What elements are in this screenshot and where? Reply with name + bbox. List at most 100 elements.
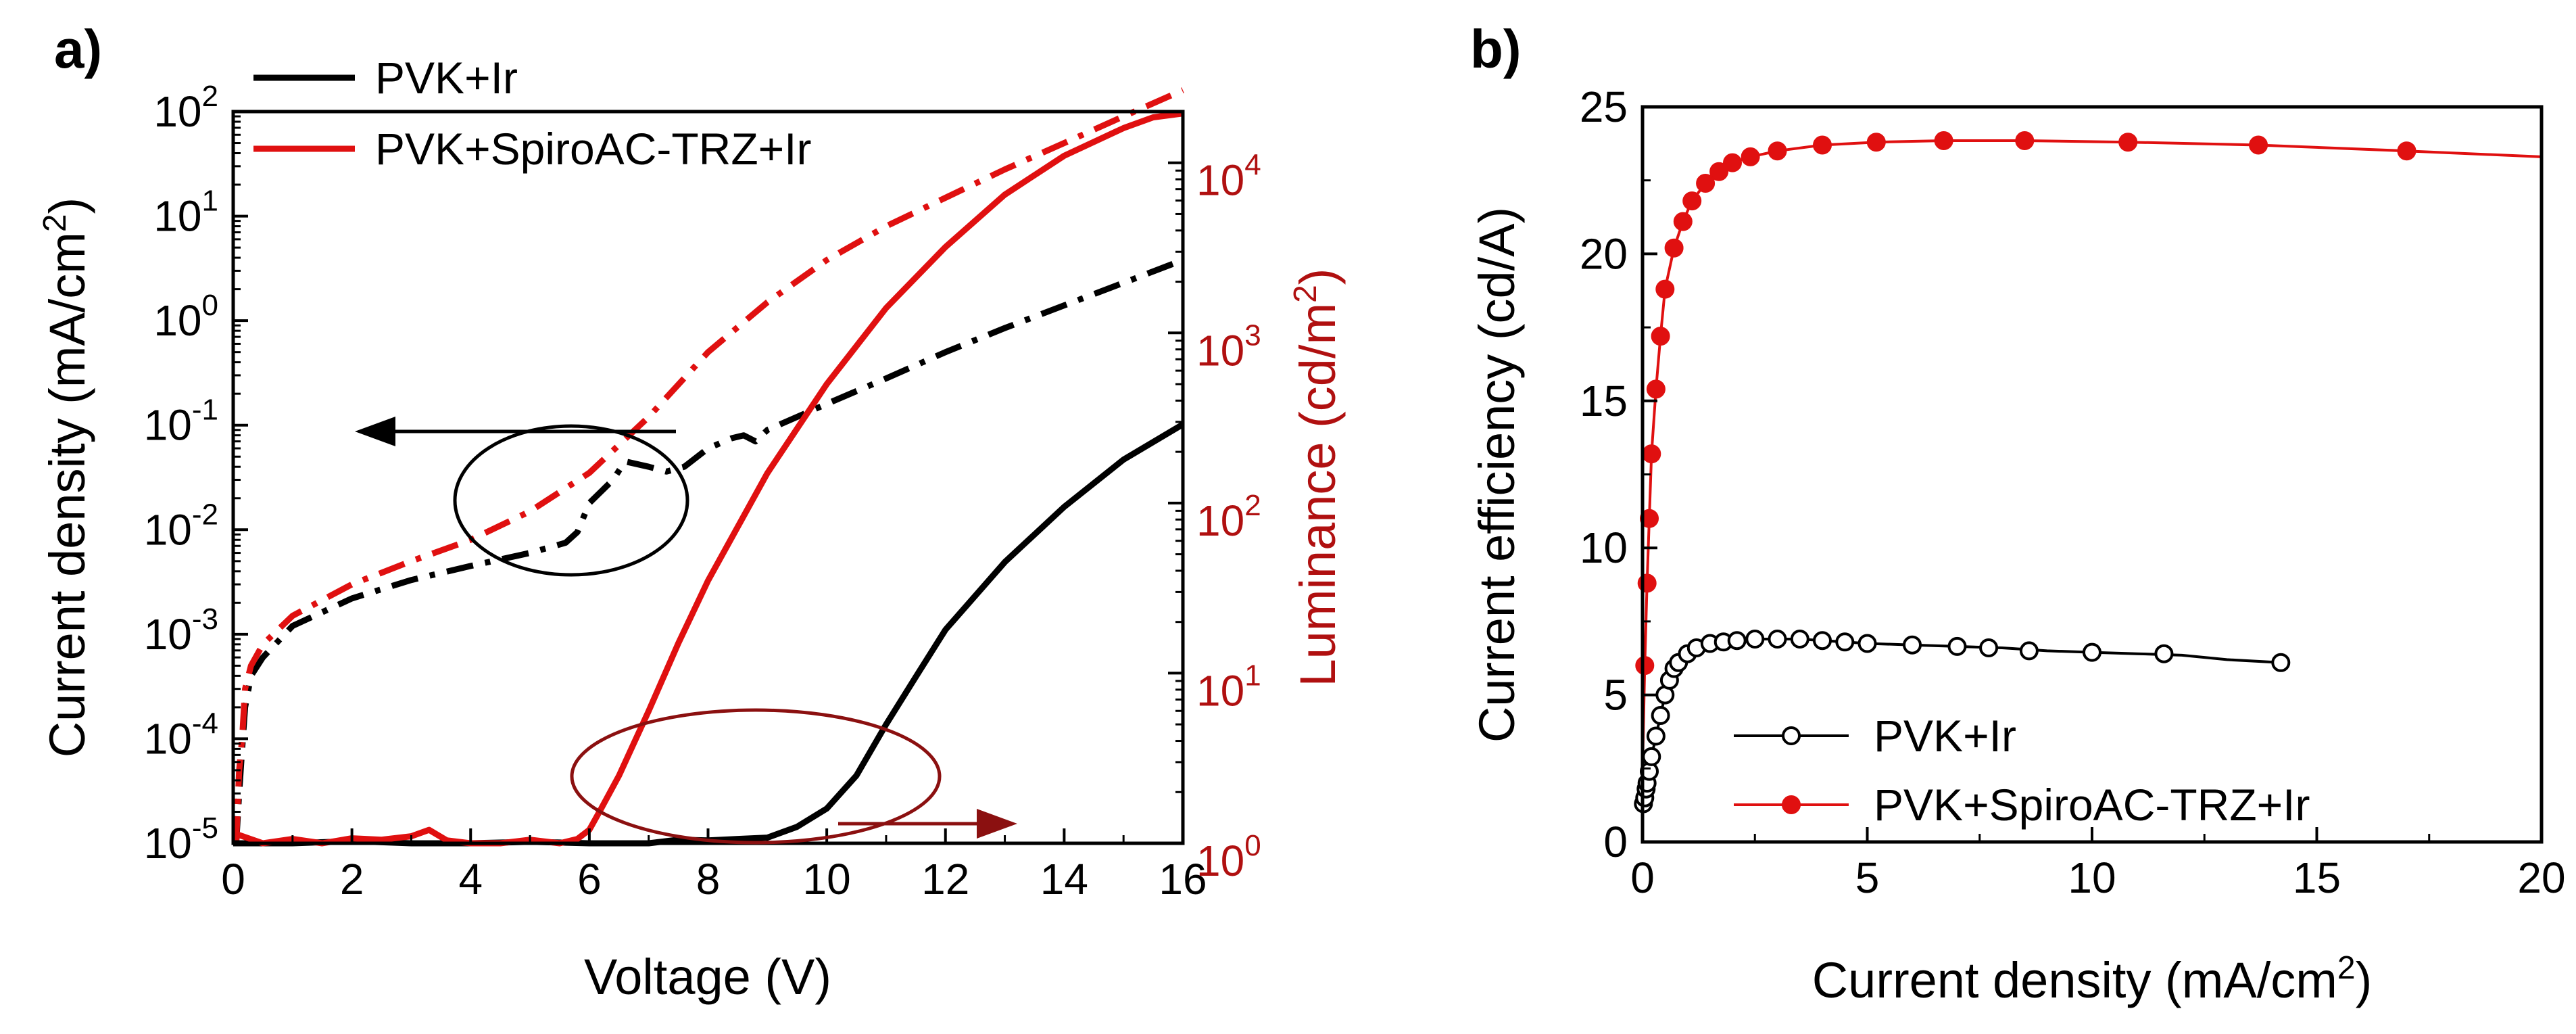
panel-a: a) 0 2 4 6 8 10 12 14 16 10-5 10-4 10-3 10-2 10-1 100…: [37, 19, 1346, 1005]
panel-b-x-axis-title: Current density (mA/cm2): [1812, 950, 2373, 1008]
panel-a-left-tick-label: 10-2: [144, 498, 218, 554]
panel-b-point-0: [1903, 635, 1922, 655]
panel-b-point-0: [1835, 632, 1855, 652]
panel-b-frame: [1641, 105, 2544, 844]
panel-a-x-axis-title: Voltage (V): [584, 949, 831, 1005]
panel-b-point-1: [1664, 238, 1684, 258]
panel-b-y-tick-label: 25: [1580, 83, 1628, 131]
panel-b-y-tick-label: 15: [1580, 377, 1628, 425]
panel-a-annotations: [355, 417, 1017, 845]
panel-a-x-tick-label: 0: [221, 855, 245, 903]
panel-a-plot-area: [232, 87, 1185, 847]
panel-b-point-0: [2083, 642, 2101, 662]
panel-b-point-1: [1813, 135, 1832, 155]
panel-b-plot-area: [1634, 131, 2542, 814]
panel-b-point-0: [1813, 631, 1832, 651]
legend-label-b-spiro: PVK+SpiroAC-TRZ+Ir: [1874, 780, 2310, 830]
panel-a-label: a): [54, 19, 102, 79]
panel-b-point-0: [2019, 641, 2039, 661]
panel-a-x-tick-label: 12: [921, 855, 969, 903]
panel-b: b) 0 5 10 15 20 0 5 10 15 20 25 Current density (…: [1469, 19, 2566, 1008]
panel-a-x-tick-label: 6: [577, 855, 602, 903]
panel-a-left-axis-title: Current density (mA/cm2): [37, 197, 95, 758]
panel-a-right-tick-label: 103: [1196, 319, 1261, 375]
panel-a-right-tick-label: 101: [1196, 659, 1261, 715]
panel-b-x-tick-label: 5: [1855, 853, 1880, 902]
legend-marker-open-circle: [1782, 726, 1801, 745]
panel-b-y-ticks: 0 5 10 15 20 25: [1580, 83, 1657, 866]
panel-a-x-tick-label: 8: [696, 855, 721, 903]
panel-b-point-1: [1651, 327, 1670, 346]
current-density-ellipse: [453, 424, 689, 577]
panel-b-point-1: [2118, 133, 2138, 152]
panel-a-x-tick-label: 2: [340, 855, 364, 903]
panel-a-left-tick-label: 10-1: [144, 394, 218, 450]
panel-a-right-ticks: 100 101 102 103 104: [1168, 110, 1261, 885]
panel-b-x-tick-label: 15: [2293, 853, 2341, 902]
panel-b-point-1: [2397, 141, 2416, 161]
panel-b-point-0: [1979, 638, 1999, 657]
panel-b-point-1: [1635, 656, 1655, 676]
panel-a-left-tick-label: 10-4: [144, 707, 218, 763]
panel-b-series-line-1: [1641, 139, 2542, 769]
panel-a-frame: [231, 110, 1185, 845]
legend-label-b-pvk-ir: PVK+Ir: [1874, 711, 2016, 761]
right-arrow-icon: [977, 809, 1017, 839]
panel-a-right-axis-title: Luminance (cd/m2): [1288, 268, 1346, 687]
panel-a-legend: PVK+Ir PVK+SpiroAC-TRZ+Ir: [253, 53, 812, 174]
panel-a-left-tick-label: 102: [153, 80, 218, 136]
panel-b-y-tick-label: 0: [1603, 818, 1628, 866]
legend-marker-filled-circle: [1782, 795, 1801, 814]
panel-b-point-1: [1696, 174, 1716, 193]
panel-b-x-ticks: 0 5 10 15 20: [1630, 827, 2566, 902]
panel-b-point-0: [1790, 630, 1809, 649]
panel-b-point-0: [1651, 706, 1670, 725]
panel-a-right-tick-label: 102: [1196, 489, 1261, 545]
panel-b-point-0: [1642, 747, 1661, 766]
panel-b-point-1: [1934, 131, 1953, 150]
panel-a-left-tick-label: 10-5: [144, 812, 218, 868]
panel-b-y-axis-title: Current efficiency (cd/A): [1469, 207, 1525, 743]
panel-b-y-tick-label: 10: [1580, 523, 1628, 572]
panel-a-x-tick-label: 16: [1159, 855, 1207, 903]
panel-a-right-tick-label: 104: [1196, 149, 1261, 205]
panel-a-left-ticks: 10-5 10-4 10-3 10-2 10-1 100 101 102: [144, 80, 248, 868]
panel-b-point-1: [2015, 131, 2035, 150]
panel-b-legend: PVK+Ir PVK+SpiroAC-TRZ+Ir: [1734, 711, 2310, 830]
panel-a-right-tick-label: 100: [1196, 829, 1261, 885]
panel-b-point-0: [1727, 631, 1747, 651]
panel-b-point-1: [1723, 153, 1742, 172]
panel-b-x-tick-label: 0: [1630, 853, 1655, 902]
panel-b-label: b): [1470, 19, 1522, 79]
panel-b-point-1: [1655, 279, 1675, 299]
panel-b-point-1: [1866, 133, 1886, 152]
panel-b-y-tick-label: 5: [1603, 671, 1628, 720]
panel-a-x-ticks: 0 2 4 6 8 10 12 14 16: [221, 828, 1207, 903]
panel-a-left-tick-label: 100: [153, 289, 218, 345]
panel-a-x-tick-label: 10: [803, 855, 851, 903]
panel-b-point-0: [1745, 630, 1765, 649]
panel-b-point-1: [1768, 141, 1787, 161]
panel-a-left-tick-label: 10-3: [144, 603, 218, 659]
panel-a-series-0: [233, 257, 1184, 844]
panel-a-series-3: [232, 110, 1184, 847]
luminance-ellipse: [570, 708, 942, 845]
panel-b-point-0: [1768, 630, 1787, 649]
panel-b-point-1: [1646, 379, 1666, 399]
panel-b-point-0: [1646, 726, 1666, 746]
panel-b-y-tick-label: 20: [1580, 229, 1628, 278]
panel-b-x-tick-label: 20: [2517, 853, 2565, 902]
panel-a-x-tick-label: 4: [458, 855, 483, 903]
panel-b-point-1: [1642, 444, 1661, 464]
panel-a-x-tick-label: 14: [1040, 855, 1088, 903]
panel-b-point-1: [1709, 162, 1729, 181]
panel-a-left-tick-label: 101: [153, 185, 218, 241]
panel-b-point-1: [1741, 147, 1760, 166]
legend-label-spiro: PVK+SpiroAC-TRZ+Ir: [375, 124, 812, 174]
panel-b-point-0: [2154, 644, 2174, 663]
panel-a-series-2: [233, 421, 1185, 847]
panel-b-point-0: [1857, 634, 1877, 653]
panel-b-x-tick-label: 10: [2068, 853, 2116, 902]
panel-b-point-1: [1673, 212, 1693, 231]
